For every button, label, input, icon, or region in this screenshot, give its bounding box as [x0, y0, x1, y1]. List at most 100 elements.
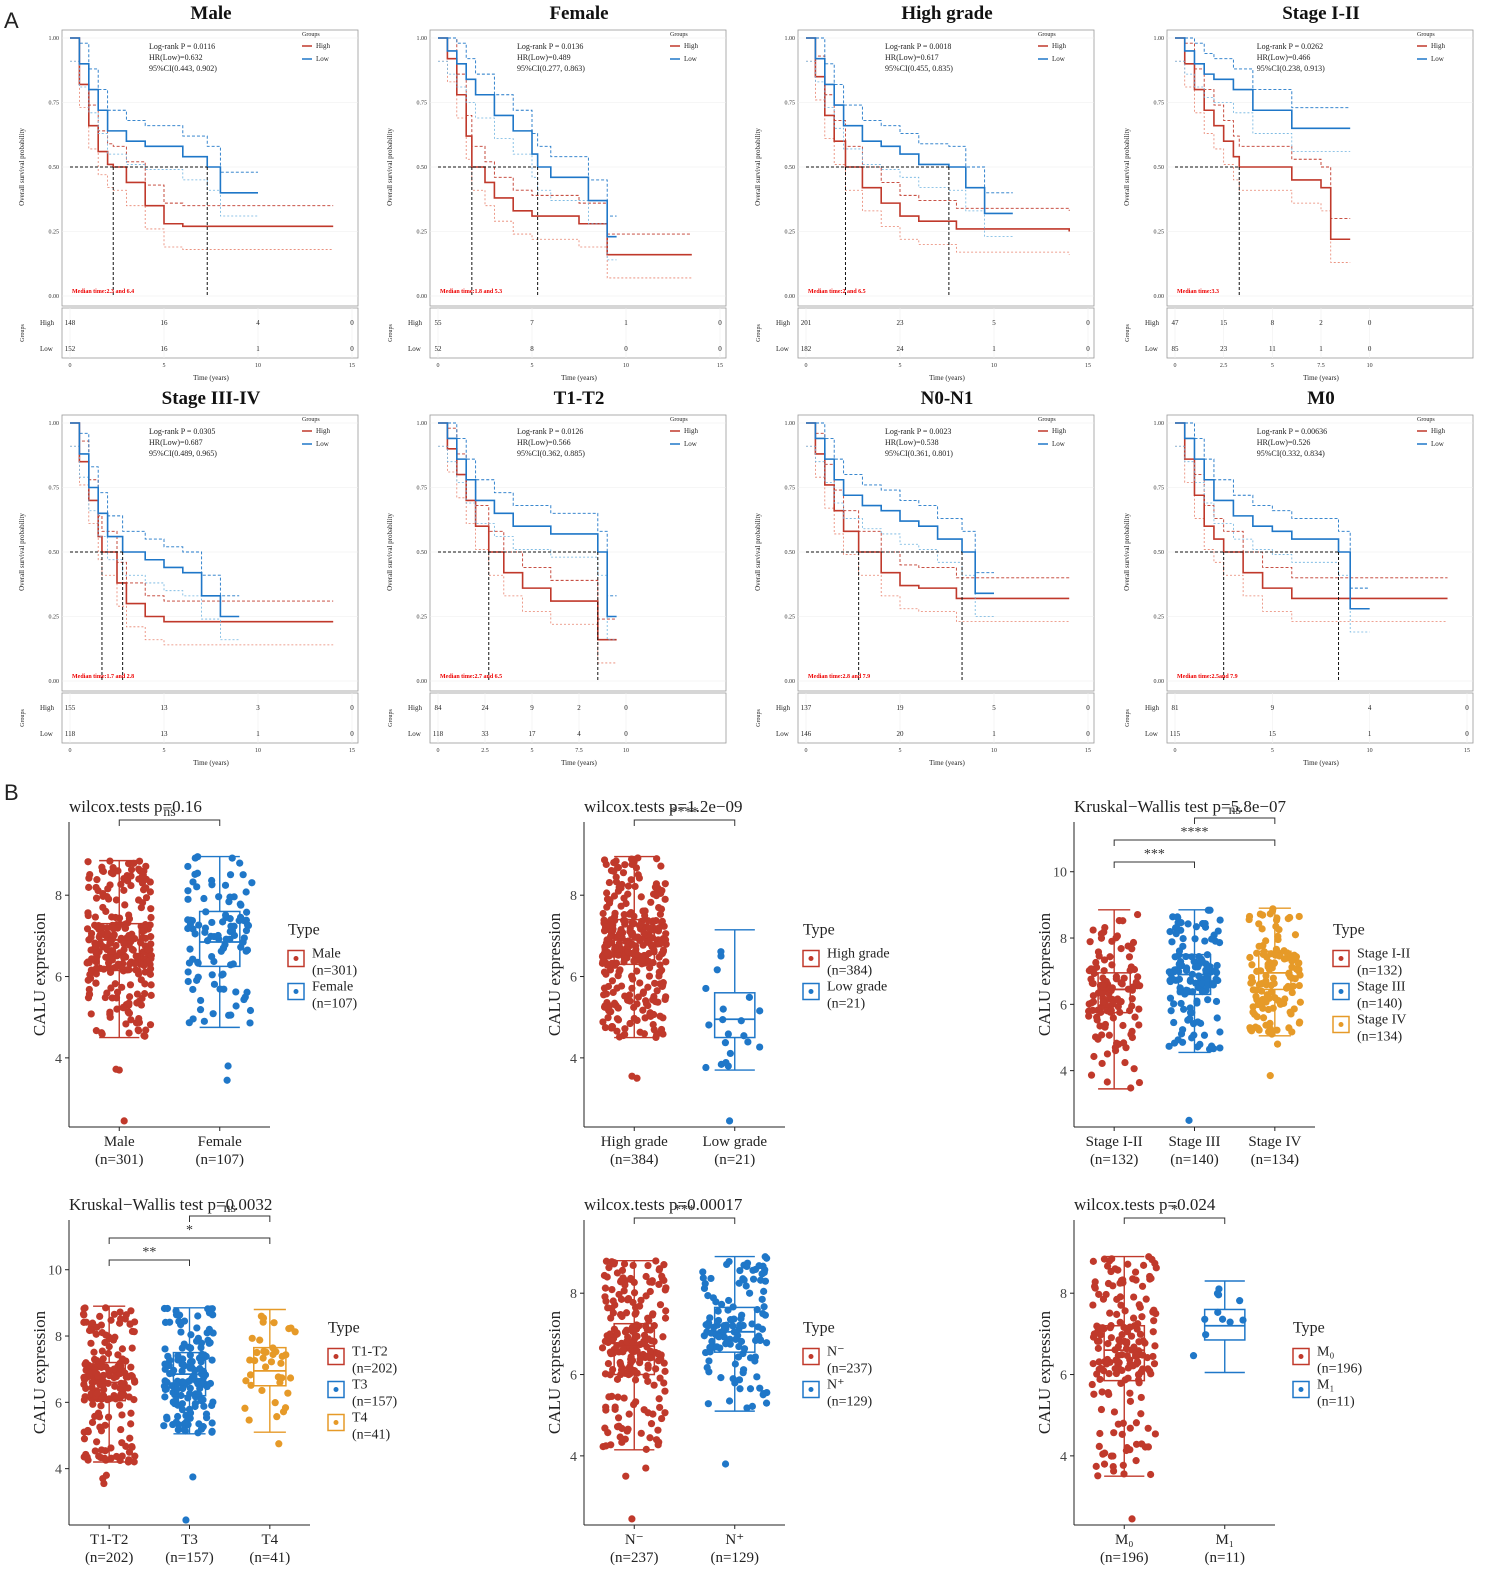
box-point [1093, 1016, 1101, 1024]
box-point [118, 1345, 127, 1353]
box-point [243, 908, 251, 916]
box-point [133, 990, 142, 998]
km-title: Stage III-IV [162, 388, 261, 409]
km-legend-high: High [684, 42, 699, 50]
box-ylabel: CALU expression [545, 1310, 564, 1434]
km-xtick: 0 [69, 748, 72, 754]
box-xtick: Male [104, 1134, 135, 1150]
km-ci-lower-high [70, 60, 334, 250]
box-point [1179, 1026, 1187, 1034]
box-point [246, 1006, 255, 1015]
box-point [1247, 979, 1255, 987]
box-point [629, 1298, 637, 1307]
box-point [184, 887, 192, 895]
box-point [609, 1365, 617, 1374]
box-point [626, 1019, 634, 1028]
box-point [112, 941, 120, 950]
box-point [1209, 981, 1217, 989]
box-point [1173, 924, 1181, 932]
box-point [739, 1349, 747, 1358]
box-point [246, 1371, 255, 1379]
box-point [1110, 1467, 1118, 1475]
box-point [699, 1268, 707, 1276]
box-point [1132, 978, 1140, 986]
km-risk-label-high: High [776, 704, 791, 712]
km-xtick: 15 [717, 363, 723, 369]
box-point [86, 870, 94, 879]
box-point [96, 1312, 104, 1320]
box-point [1201, 937, 1209, 945]
box-ytick: 4 [55, 1052, 62, 1067]
km-xlabel: Time (years) [193, 374, 229, 382]
box-ytick: 10 [48, 1264, 62, 1279]
box-title: wilcox.tests p=0.16 [69, 797, 202, 816]
box-point [126, 960, 134, 968]
box-point [87, 966, 95, 974]
km-ci-upper-low [70, 37, 258, 173]
box-point [1130, 1065, 1138, 1073]
box-point [643, 1343, 651, 1351]
box-point [650, 1381, 658, 1389]
box-point [127, 1016, 135, 1024]
km-stat: Log-rank P = 0.0262 [1257, 42, 1323, 51]
box-point [1087, 1071, 1096, 1079]
km-legend-high: High [1431, 427, 1446, 435]
km-risk-label-low: Low [1145, 345, 1159, 353]
box-point [604, 1014, 612, 1022]
km-xtick: 0 [1174, 748, 1177, 754]
box-point [603, 889, 611, 897]
km-risk-label-low: Low [40, 345, 54, 353]
km-risk-label-low: Low [408, 345, 422, 353]
box-point [1095, 1358, 1103, 1366]
box-legend-dot [808, 1387, 814, 1392]
box-point [98, 1030, 106, 1038]
box-point [1119, 1021, 1127, 1030]
km-xtick: 15 [1464, 748, 1470, 754]
box-point [646, 964, 654, 972]
box-point [134, 896, 143, 904]
km-risk-high: 0 [350, 319, 354, 327]
box-point [1117, 945, 1125, 953]
box-point [1253, 1013, 1261, 1021]
box-point [146, 965, 155, 973]
km-ci-lower-low [438, 60, 617, 261]
box-point [1262, 977, 1270, 985]
box-point [619, 1345, 627, 1353]
box-point [1287, 1010, 1295, 1018]
km-risk-high: 0 [350, 704, 354, 712]
km-risk-label-high: High [40, 319, 55, 327]
km-xtick: 5 [1271, 748, 1274, 754]
box-point [644, 917, 652, 925]
box-point [1262, 972, 1270, 980]
km-risk-label-low: Low [776, 345, 790, 353]
km-risk-high: 7 [530, 319, 534, 327]
box-point [1226, 1318, 1234, 1326]
box-point [707, 1274, 715, 1283]
box-ytick: 4 [1060, 1065, 1067, 1080]
box-point [1182, 986, 1190, 994]
box-point [1213, 961, 1221, 970]
box-point [91, 913, 99, 921]
box-point [121, 901, 129, 909]
km-risk-low: 0 [624, 730, 628, 738]
box-point [601, 1284, 610, 1292]
box-point [1149, 1308, 1157, 1316]
box-point [644, 1361, 652, 1369]
box-ytick: 4 [1060, 1450, 1067, 1465]
box-point [1194, 1018, 1202, 1026]
box-point [629, 1261, 637, 1270]
box-outlier [120, 1117, 128, 1125]
box-point [1254, 1000, 1262, 1009]
box-point [1088, 979, 1096, 987]
box-point [138, 927, 146, 936]
km-ci-upper-low [70, 422, 240, 597]
box-point [1126, 1424, 1134, 1432]
box-xtick: M₀ [1115, 1532, 1134, 1548]
box-point [122, 1373, 130, 1381]
box-point [186, 1362, 194, 1370]
km-plot-female: Female 1.00 0.75 0.50 0.25 0.00 Overall surviv… [386, 3, 727, 382]
box-point [732, 1335, 740, 1343]
km-xtick: 10 [1367, 363, 1373, 369]
box-point [1286, 913, 1294, 922]
box-point [1128, 945, 1136, 953]
